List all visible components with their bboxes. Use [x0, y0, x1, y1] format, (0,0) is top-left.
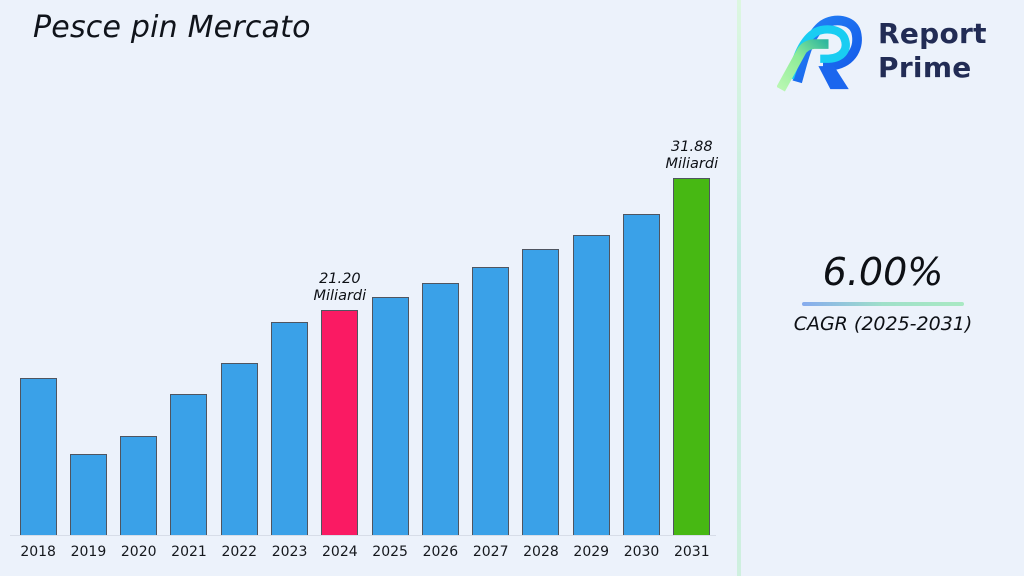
bar-column-2030: 2030 [616, 178, 666, 563]
report-prime-logo-icon [777, 15, 862, 92]
report-prime-logo-text: Report Prime [878, 17, 987, 85]
bar-column-2027: 2027 [466, 178, 516, 563]
x-tick-2020: 2020 [120, 544, 157, 560]
bar-2021 [170, 394, 208, 535]
x-tick-2029: 2029 [573, 544, 610, 560]
x-axis-line [10, 535, 716, 536]
x-tick-2030: 2030 [623, 544, 660, 560]
logo-text-line2: Prime [878, 50, 972, 84]
logo-text-line1: Report [878, 16, 987, 50]
bar-column-2023: 2023 [264, 178, 314, 563]
bar-2027 [472, 267, 510, 535]
chart-title: Pesce pin Mercato [33, 10, 311, 45]
x-tick-2023: 2023 [271, 544, 308, 560]
bar-2023 [271, 322, 309, 535]
bar-2024 [321, 310, 359, 535]
panel-divider [737, 0, 741, 576]
bar-2022 [220, 363, 258, 535]
bar-2030 [623, 214, 661, 535]
x-tick-2025: 2025 [372, 544, 408, 560]
report-prime-logo: Report Prime [777, 8, 987, 93]
bar-column-2031: 31.88 Miliardi 2031 [665, 139, 718, 563]
bar-column-2020: 2020 [114, 178, 164, 563]
bar-value-label-2024: 21.20 Miliardi [313, 271, 367, 304]
x-tick-2018: 2018 [20, 544, 56, 560]
bar-column-2024: 21.20 Miliardi 2024 [313, 178, 367, 563]
bar-2020 [120, 436, 158, 535]
x-tick-2021: 2021 [171, 544, 207, 560]
x-tick-2022: 2022 [221, 544, 258, 560]
bar-column-2025: 2025 [365, 178, 415, 563]
x-tick-2026: 2026 [422, 544, 459, 560]
bar-2025 [371, 297, 409, 535]
bar-column-2022: 2022 [214, 178, 264, 563]
bar-2028 [522, 249, 560, 535]
bar-value-label-2031: 31.88 Miliardi [665, 139, 719, 172]
bar-2019 [69, 454, 107, 535]
bar-2029 [572, 235, 610, 535]
bar-column-2019: 2019 [63, 178, 113, 563]
bar-2031 [673, 178, 711, 535]
x-tick-2027: 2027 [472, 544, 509, 560]
x-tick-2019: 2019 [70, 544, 107, 560]
cagr-value: 6.00% [822, 250, 944, 294]
x-tick-2028: 2028 [523, 544, 559, 560]
cagr-label: CAGR (2025-2031) [793, 313, 973, 335]
bar-2018 [19, 378, 57, 535]
bar-column-2018: 2018 [13, 178, 63, 563]
x-tick-2031: 2031 [673, 544, 710, 560]
bar-chart: 2018 2019 2020 2021 2022 2023 21.20 Miliardi 202… [13, 139, 718, 563]
x-tick-2024: 2024 [322, 544, 358, 560]
cagr-block: 6.00% CAGR (2025-2031) [783, 250, 983, 335]
bar-column-2026: 2026 [415, 178, 465, 563]
bar-2026 [421, 283, 459, 535]
cagr-underline [802, 302, 964, 306]
bar-column-2021: 2021 [164, 178, 214, 563]
bar-column-2029: 2029 [566, 178, 616, 563]
bar-column-2028: 2028 [516, 178, 566, 563]
